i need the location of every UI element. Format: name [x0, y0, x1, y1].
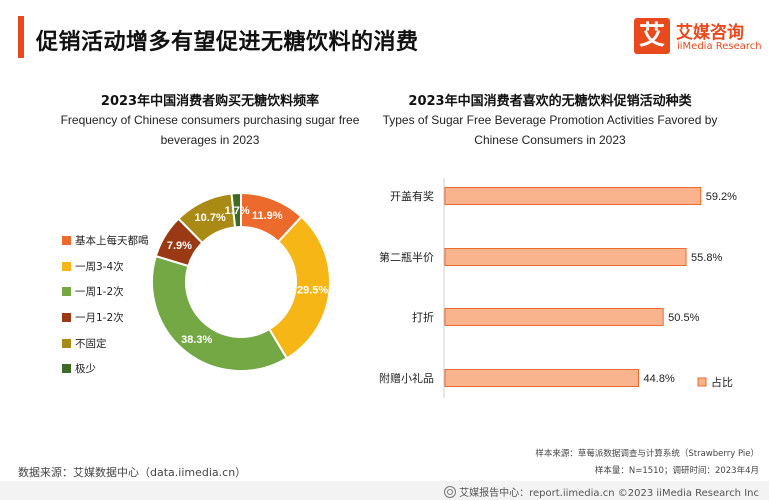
legend-label-1: 一周3-4次	[75, 260, 124, 273]
donut-chart-subtitle: Frequency of Chinese consumers purchasin…	[60, 113, 360, 147]
donut-slice-label-5: 1.7%	[225, 205, 250, 217]
bar-1	[444, 248, 687, 266]
sample-size-note: 样本量：N=1510；调研时间：2023年4月	[594, 466, 759, 476]
brand-logo: 艾 艾媒咨询 iiMedia Research	[634, 16, 762, 58]
bar-value-label-3: 44.8%	[644, 373, 675, 385]
donut-chart-title: 2023年中国消费者购买无糖饮料频率	[100, 94, 320, 109]
bar-chart-subtitle: Types of Sugar Free Beverage Promotion A…	[382, 113, 718, 147]
legend-label-3: 一月1-2次	[75, 312, 124, 325]
donut-slice-label-2: 38.3%	[181, 334, 212, 346]
legend-item-2: 一周1-2次	[62, 279, 149, 305]
footer-band	[0, 481, 769, 500]
legend-swatch-1	[62, 261, 71, 271]
data-source-note: 数据来源：艾媒数据中心（data.iimedia.cn）	[18, 466, 247, 479]
title-accent-bar	[18, 16, 24, 58]
donut-slice-label-4: 10.7%	[195, 212, 226, 224]
legend-swatch-0	[62, 236, 71, 246]
legend-swatch-4	[62, 338, 71, 348]
legend-label-0: 基本上每天都喝	[75, 235, 149, 248]
logo-name-cn: 艾媒咨询	[676, 23, 744, 43]
logo-mark-icon: 艾	[634, 18, 670, 54]
bar-0	[444, 187, 702, 205]
legend-item-3: 一月1-2次	[62, 305, 149, 331]
legend-swatch-5	[62, 364, 71, 374]
legend-swatch-3	[62, 313, 71, 323]
bar-category-label-3: 附赠小礼品	[379, 371, 434, 385]
bar-value-label-0: 59.2%	[706, 191, 737, 203]
report-center-line: 艾媒报告中心：report.iimedia.cn ©2023 iiMedia R…	[444, 484, 759, 499]
bar-category-label-1: 第二瓶半价	[379, 250, 434, 264]
bar-category-label-2: 打折	[412, 310, 434, 324]
legend-item-0: 基本上每天都喝	[62, 228, 149, 254]
legend-swatch-2	[62, 287, 71, 297]
legend-label-2: 一周1-2次	[75, 286, 124, 299]
donut-legend: 基本上每天都喝 一周3-4次 一周1-2次 一月1-2次 不固定极少	[62, 228, 149, 382]
bar-category-label-0: 开盖有奖	[390, 189, 434, 203]
donut-slice-2	[151, 254, 289, 372]
legend-item-5: 极少	[62, 356, 149, 382]
legend-label-4: 不固定	[75, 337, 107, 350]
bar-value-label-1: 55.8%	[691, 252, 722, 264]
report-center-text: 艾媒报告中心：report.iimedia.cn ©2023 iiMedia R…	[459, 488, 759, 499]
bar-legend-label: 占比	[711, 375, 733, 389]
site-icon	[444, 486, 457, 498]
bar-legend-swatch	[697, 377, 707, 387]
donut-slice-label-0: 11.9%	[252, 210, 283, 222]
page-title: 促销活动增多有望促进无糖饮料的消费	[36, 30, 419, 55]
logo-name-en: iiMedia Research	[677, 41, 762, 52]
donut-slice-5	[230, 191, 242, 229]
sample-source-note: 样本来源：草莓派数据调查与计算系统（Strawberry Pie）	[535, 449, 759, 459]
legend-item-1: 一周3-4次	[62, 254, 149, 280]
bar-2	[444, 308, 664, 326]
bar-3	[444, 369, 640, 387]
donut-slice-label-1: 29.5%	[297, 284, 328, 296]
bar-value-label-2: 50.5%	[668, 312, 699, 324]
bar-chart-title: 2023年中国消费者喜欢的无糖饮料促销活动种类	[408, 94, 692, 109]
legend-item-4: 不固定	[62, 330, 149, 356]
legend-label-5: 极少	[75, 363, 96, 376]
donut-slice-label-3: 7.9%	[167, 240, 192, 252]
